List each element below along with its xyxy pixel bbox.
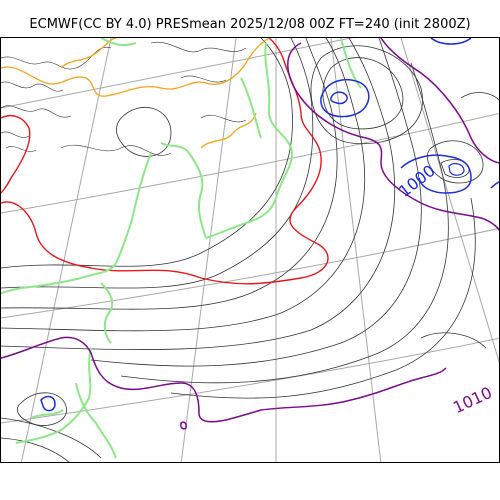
graticule (1, 38, 499, 462)
isobars-thin (1, 38, 499, 462)
isobar-1000 (40, 38, 499, 412)
isotherm-orange (1, 38, 270, 149)
isobar-1010 (1, 38, 499, 430)
isotherm-red (1, 38, 329, 285)
weather-map-svg (1, 38, 499, 462)
terrain-contours (1, 41, 247, 156)
map-title: ECMWF(CC BY 4.0) PRESmean 2025/12/08 00Z… (29, 17, 471, 32)
weather-map: 1000 1010 (0, 37, 500, 463)
isobar-1000-small-loop (448, 163, 465, 176)
coastline (1, 38, 362, 459)
